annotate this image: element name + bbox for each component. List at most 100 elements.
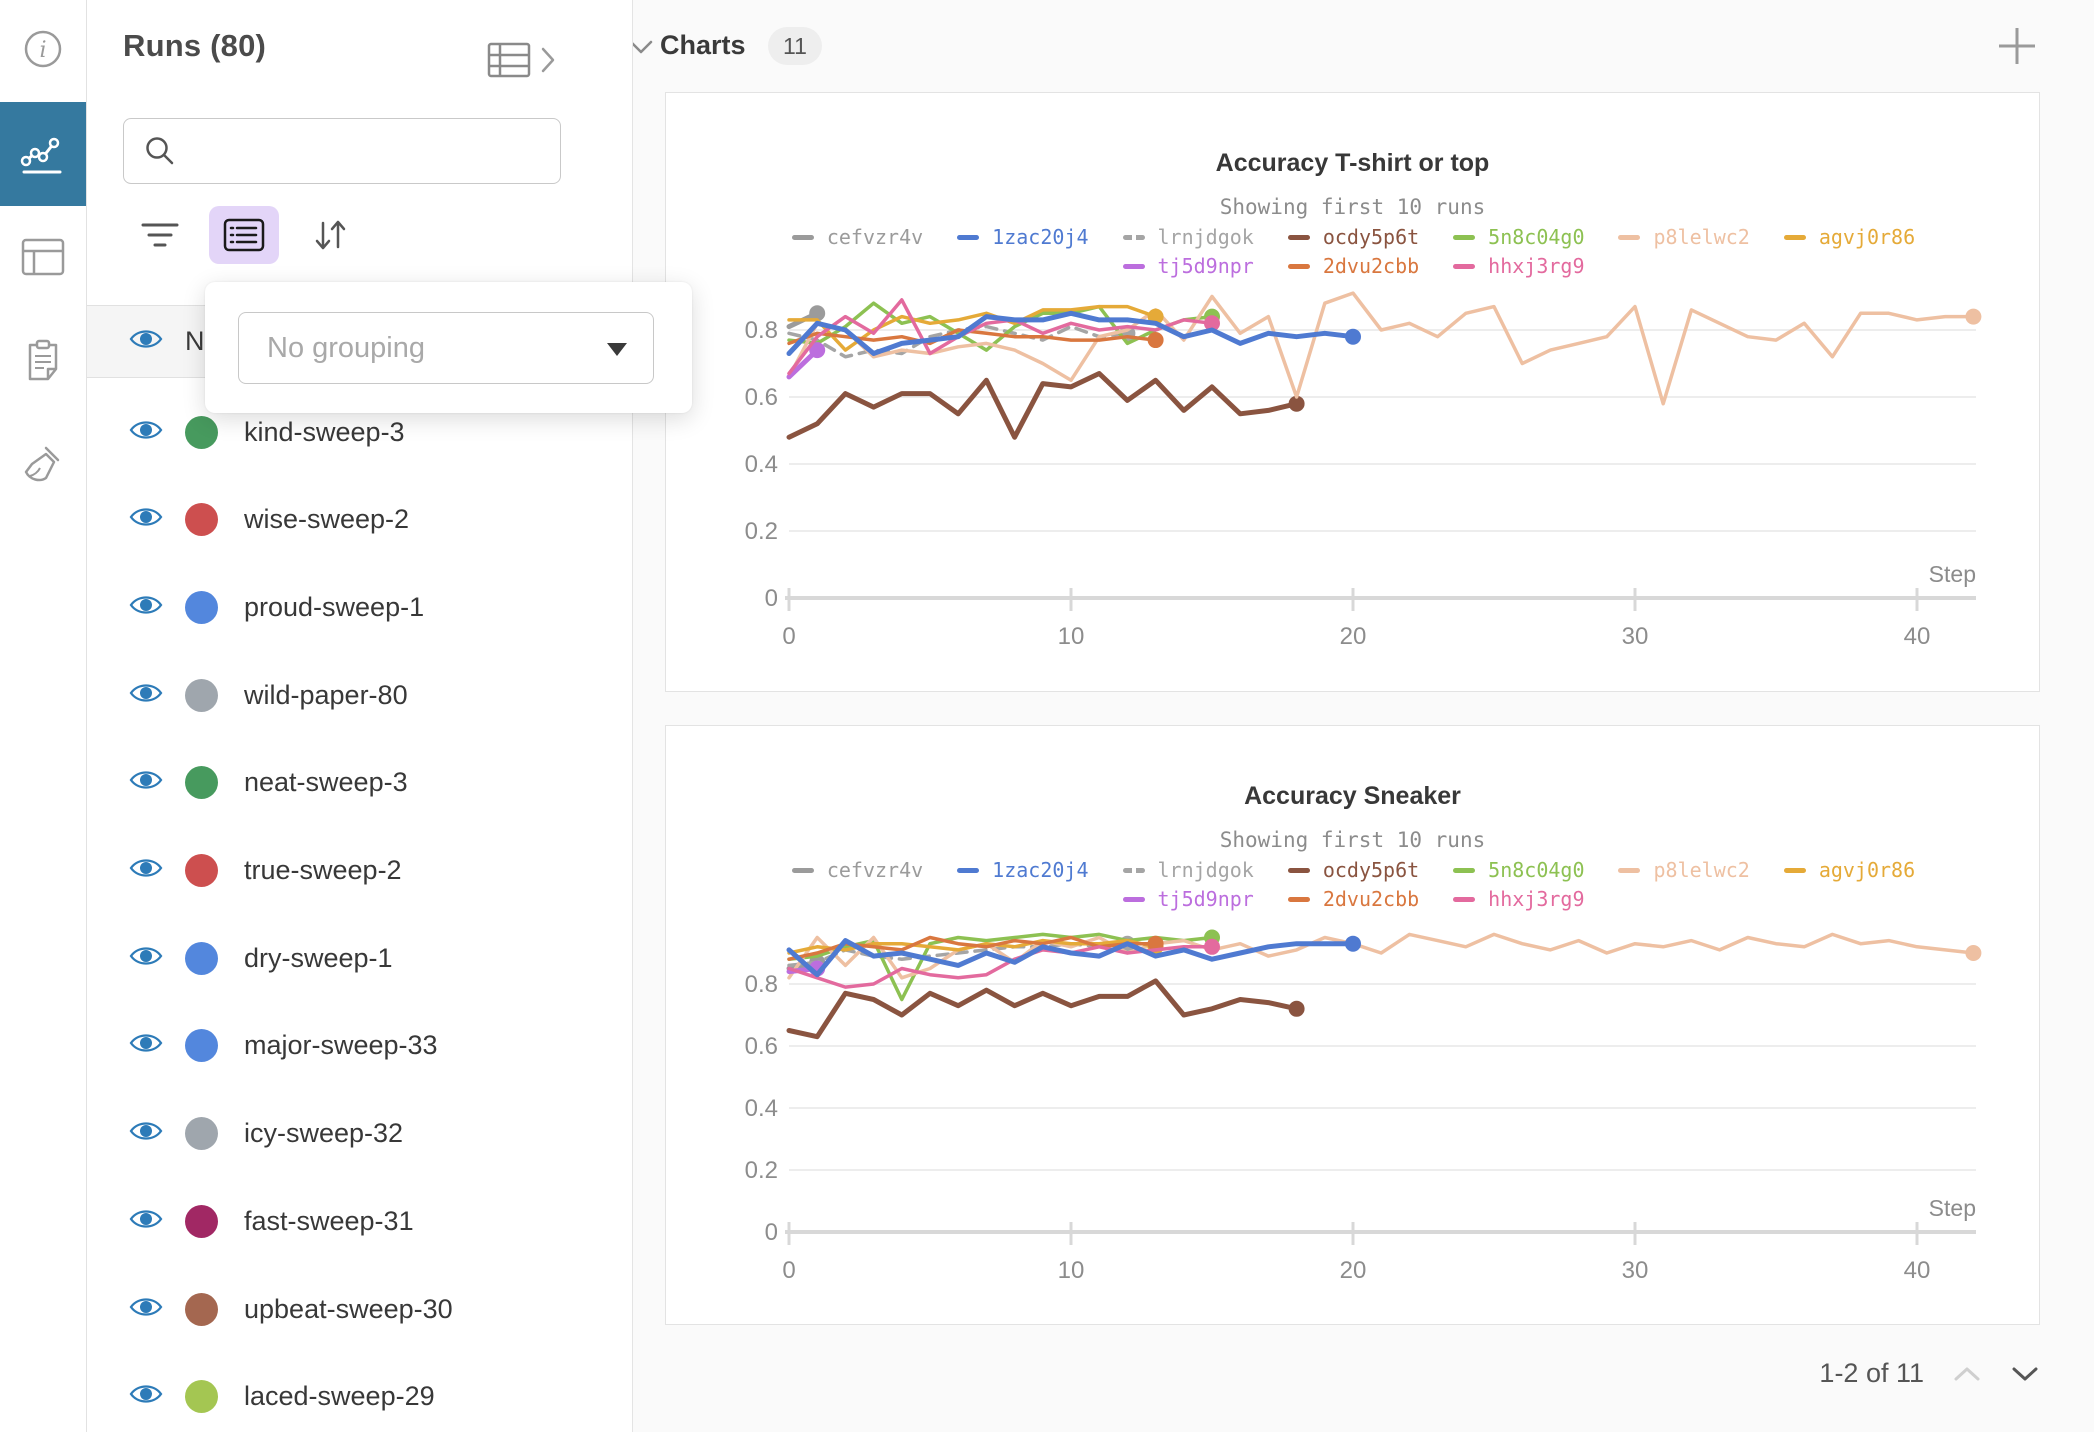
legend-item[interactable]: agvj0r86: [1783, 223, 1915, 252]
run-visibility-eye-icon[interactable]: [129, 943, 163, 974]
run-visibility-eye-icon[interactable]: [129, 1030, 163, 1061]
run-visibility-eye-icon[interactable]: [129, 1381, 163, 1412]
legend-item[interactable]: ocdy5p6t: [1287, 856, 1420, 885]
legend-item[interactable]: 5n8c04g0: [1453, 223, 1584, 252]
rail-item-info[interactable]: i: [0, 10, 86, 88]
series-line-p8lelwc2: [787, 932, 1976, 980]
run-name[interactable]: dry-sweep-1: [244, 942, 393, 973]
legend-item[interactable]: lrnjdgok: [1122, 223, 1254, 252]
chevron-down-icon: [2012, 1367, 2038, 1380]
add-panel-button[interactable]: [1995, 24, 2039, 68]
legend-item[interactable]: 1zac20j4: [957, 223, 1089, 252]
legend-swatch: [1287, 235, 1310, 240]
legend-item[interactable]: 2dvu2cbb: [1287, 252, 1419, 281]
legend-item[interactable]: p8lelwc2: [1618, 856, 1750, 885]
filter-button[interactable]: [129, 206, 191, 264]
legend-item[interactable]: lrnjdgok: [1122, 856, 1254, 885]
search-input[interactable]: [190, 135, 550, 167]
series-end-dot: [1147, 332, 1164, 349]
rail-item-notes[interactable]: [0, 322, 86, 400]
legend-item[interactable]: cefvzr4v: [791, 856, 923, 885]
legend-item[interactable]: hhxj3rg9: [1453, 885, 1584, 914]
run-visibility-eye-icon[interactable]: [129, 855, 163, 886]
run-row[interactable]: proud-sweep-1: [87, 563, 633, 651]
run-row[interactable]: laced-sweep-29: [87, 1353, 633, 1432]
runs-search-box[interactable]: [123, 118, 561, 184]
legend-swatch: [791, 235, 814, 240]
run-name[interactable]: upbeat-sweep-30: [244, 1293, 453, 1324]
charts-section-collapse-button[interactable]: [628, 38, 654, 61]
grouping-select[interactable]: No grouping: [238, 312, 654, 384]
series-end-dot: [1204, 315, 1220, 332]
chart-legend: cefvzr4v 1zac20j4 lrnjdgok ocdy5p6t 5n8c04g0…: [756, 223, 1951, 281]
chart-panel[interactable]: Accuracy T-shirt or top Showing first 10…: [665, 92, 2040, 692]
run-row[interactable]: wise-sweep-2: [87, 476, 633, 564]
charts-pagination: 1-2 of 11: [1819, 1358, 2040, 1389]
pagination-prev-button[interactable]: [1952, 1365, 1982, 1383]
run-color-dot: [185, 503, 218, 537]
toggle-all-visibility-eye-icon[interactable]: [129, 326, 163, 357]
legend-item[interactable]: cefvzr4v: [791, 223, 923, 252]
series-end-dot: [809, 342, 826, 359]
run-name[interactable]: wise-sweep-2: [244, 504, 410, 535]
run-row[interactable]: kind-sweep-3: [87, 388, 633, 476]
run-visibility-eye-icon[interactable]: [129, 1118, 163, 1149]
run-name[interactable]: major-sweep-33: [244, 1030, 438, 1061]
eye-icon: [129, 683, 163, 702]
run-row[interactable]: major-sweep-33: [87, 1002, 633, 1090]
run-name[interactable]: laced-sweep-29: [244, 1381, 435, 1412]
expand-runs-table-button[interactable]: [487, 38, 587, 82]
chevron-right-icon: [541, 47, 555, 73]
chart-panel[interactable]: Accuracy Sneaker Showing first 10 runs c…: [665, 725, 2040, 1325]
run-row[interactable]: fast-sweep-31: [87, 1177, 633, 1265]
run-name[interactable]: icy-sweep-32: [244, 1118, 404, 1149]
run-visibility-eye-icon[interactable]: [129, 680, 163, 711]
run-name[interactable]: kind-sweep-3: [244, 416, 405, 447]
rail-item-tables[interactable]: [0, 218, 86, 296]
run-row[interactable]: wild-paper-80: [87, 651, 633, 739]
run-visibility-eye-icon[interactable]: [129, 767, 163, 798]
svg-text:0.2: 0.2: [745, 1157, 778, 1184]
legend-item[interactable]: tj5d9npr: [1122, 885, 1254, 914]
run-name[interactable]: fast-sweep-31: [244, 1205, 414, 1236]
legend-swatch: [1122, 897, 1145, 902]
series-end-dot: [1204, 938, 1220, 955]
run-row[interactable]: upbeat-sweep-30: [87, 1265, 633, 1353]
run-row[interactable]: dry-sweep-1: [87, 914, 633, 1002]
rail-item-sweeps[interactable]: [0, 428, 86, 506]
run-visibility-eye-icon[interactable]: [129, 1294, 163, 1325]
legend-swatch: [1287, 264, 1310, 269]
run-visibility-eye-icon[interactable]: [129, 504, 163, 535]
run-visibility-eye-icon[interactable]: [129, 592, 163, 623]
svg-text:0.2: 0.2: [745, 518, 778, 545]
run-row[interactable]: icy-sweep-32: [87, 1090, 633, 1178]
chart-plot[interactable]: 0 0.2 0.4 0.6 0.8 0 10 20 30 40 Step: [666, 726, 2041, 1326]
group-runs-button[interactable]: [209, 206, 279, 264]
legend-run-id: ocdy5p6t: [1322, 858, 1420, 882]
legend-item[interactable]: hhxj3rg9: [1453, 252, 1584, 281]
sort-button[interactable]: [299, 206, 361, 264]
run-color-dot: [185, 1204, 218, 1238]
run-name[interactable]: wild-paper-80: [244, 679, 408, 710]
run-name[interactable]: proud-sweep-1: [244, 591, 425, 622]
rail-item-charts[interactable]: [0, 102, 86, 206]
legend-item[interactable]: 5n8c04g0: [1453, 856, 1584, 885]
grouping-select-placeholder: No grouping: [267, 331, 425, 364]
run-visibility-eye-icon[interactable]: [129, 1206, 163, 1237]
legend-item[interactable]: 1zac20j4: [957, 856, 1089, 885]
run-name[interactable]: neat-sweep-3: [244, 767, 408, 798]
legend-item[interactable]: 2dvu2cbb: [1287, 885, 1419, 914]
legend-item[interactable]: p8lelwc2: [1618, 223, 1750, 252]
chart-plot[interactable]: 0 0.2 0.4 0.6 0.8 0 10 20 30 40 Step: [666, 93, 2041, 693]
run-row[interactable]: neat-sweep-3: [87, 739, 633, 827]
legend-item[interactable]: tj5d9npr: [1122, 252, 1254, 281]
run-row[interactable]: true-sweep-2: [87, 827, 633, 915]
legend-run-id: 1zac20j4: [992, 225, 1089, 249]
chevron-up-icon: [1954, 1367, 1980, 1380]
legend-item[interactable]: agvj0r86: [1783, 856, 1915, 885]
pagination-next-button[interactable]: [2010, 1365, 2040, 1383]
legend-item[interactable]: ocdy5p6t: [1287, 223, 1419, 252]
run-visibility-eye-icon[interactable]: [129, 417, 163, 448]
clipboard-icon: [28, 339, 58, 381]
run-name[interactable]: true-sweep-2: [244, 855, 402, 885]
